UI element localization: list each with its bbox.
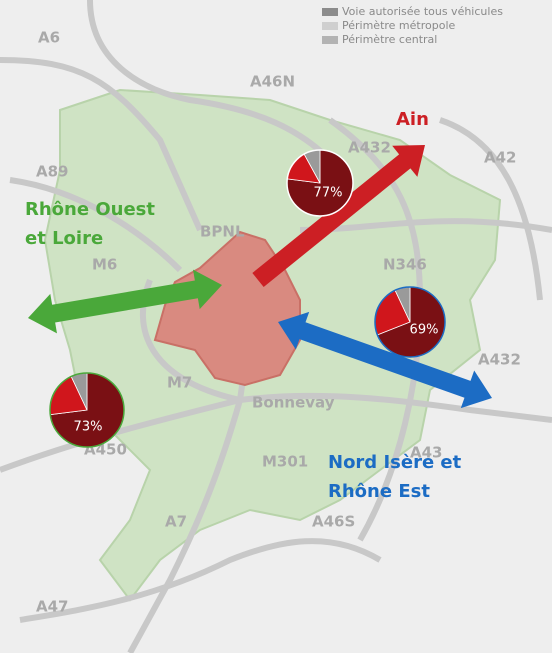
road-label: A6 bbox=[38, 29, 60, 47]
road-label: A89 bbox=[36, 163, 68, 181]
pie-label: 77% bbox=[314, 186, 343, 201]
road-label: BPNL bbox=[200, 223, 245, 241]
flow-label: Rhône Ouest bbox=[25, 199, 155, 220]
road-label: A7 bbox=[165, 513, 187, 531]
legend-label: Périmètre central bbox=[342, 33, 437, 46]
arrow-est bbox=[278, 311, 492, 409]
flow-label: Ain bbox=[396, 109, 429, 130]
legend-swatch bbox=[322, 8, 338, 16]
road-label: N346 bbox=[383, 256, 427, 274]
road-label: A42 bbox=[484, 149, 516, 167]
arrows bbox=[28, 145, 492, 409]
arrow-ain bbox=[252, 145, 425, 287]
flow-label: Nord Isère et bbox=[328, 452, 462, 473]
arrow-ouest bbox=[28, 269, 222, 334]
road-label: A432 bbox=[348, 139, 391, 157]
legend-swatch bbox=[322, 22, 338, 30]
flow-label: Rhône Est bbox=[328, 481, 430, 502]
legend-swatch bbox=[322, 36, 338, 44]
road-label: M6 bbox=[92, 256, 117, 274]
road-label: A46N bbox=[250, 73, 295, 91]
road-label: M7 bbox=[167, 374, 192, 392]
flow-label: et Loire bbox=[25, 228, 103, 249]
pie-outline bbox=[286, 149, 354, 217]
pie-outline bbox=[49, 372, 125, 448]
road-label: A43 bbox=[410, 444, 442, 462]
road-label: M301 bbox=[262, 453, 308, 471]
road-label: A47 bbox=[36, 598, 68, 616]
legend-label: Périmètre métropole bbox=[342, 19, 456, 32]
pie-outline bbox=[374, 286, 446, 358]
road-label: Bonnevay bbox=[252, 394, 335, 412]
pie-label: 73% bbox=[74, 420, 103, 435]
road-label: A46S bbox=[312, 513, 355, 531]
road-label: A432 bbox=[478, 351, 521, 369]
legend-label: Voie autorisée tous véhicules bbox=[342, 5, 503, 18]
pie-label: 69% bbox=[410, 323, 439, 338]
